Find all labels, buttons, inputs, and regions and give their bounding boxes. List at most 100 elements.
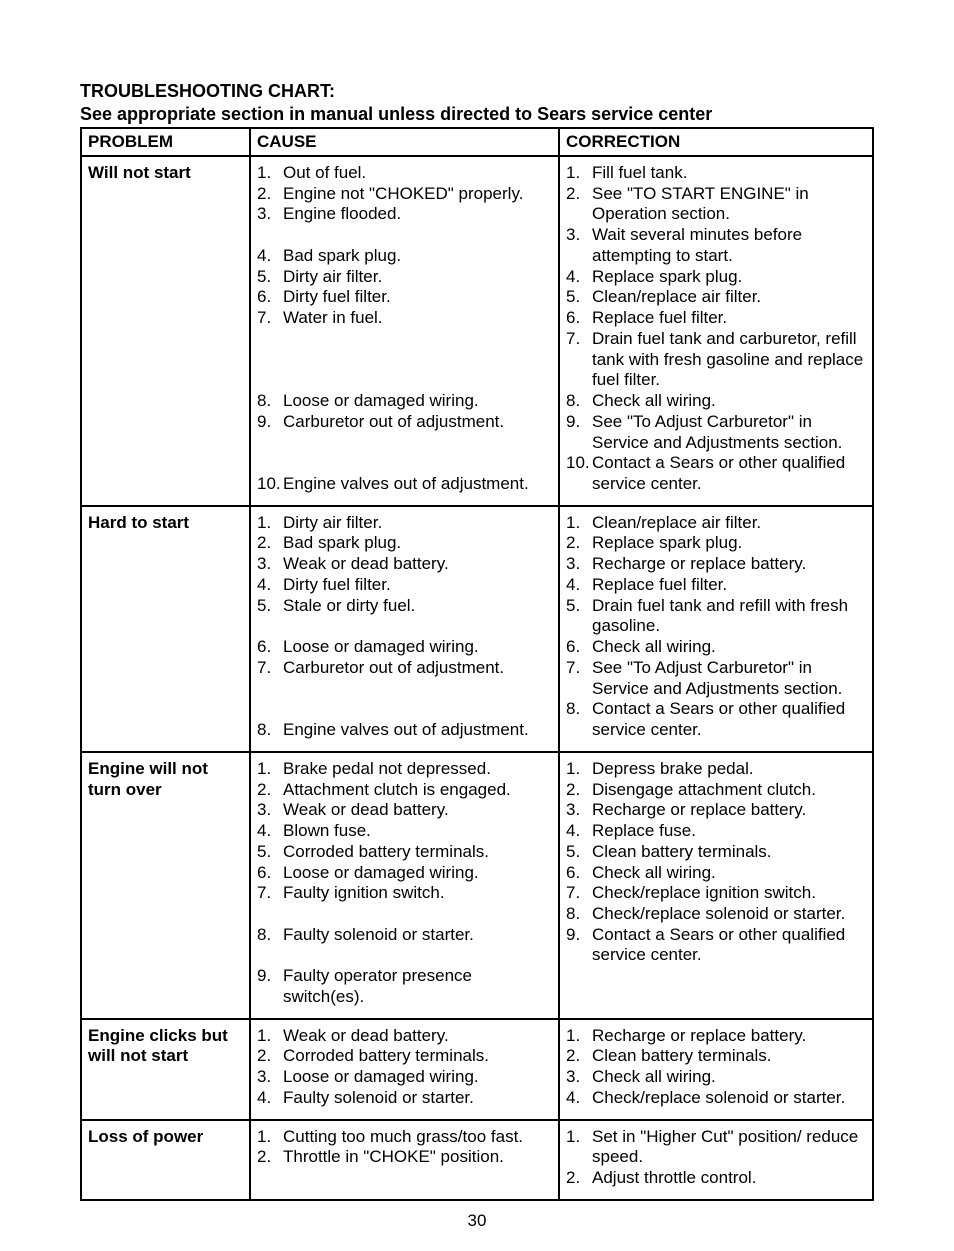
- item-number: 6.: [566, 308, 592, 329]
- list-item: 1.Set in "Higher Cut" position/ reduce s…: [566, 1127, 866, 1168]
- header-problem: PROBLEM: [81, 128, 250, 156]
- item-number: 6.: [566, 637, 592, 658]
- item-number: 9.: [257, 966, 283, 987]
- item-text: Clean battery terminals.: [592, 1046, 866, 1067]
- list-item: 8.Contact a Sears or other qualified ser…: [566, 699, 866, 740]
- item-number: 1.: [257, 163, 283, 184]
- item-text: Corroded battery terminals.: [283, 842, 552, 863]
- list-item: 2.Bad spark plug.: [257, 533, 552, 554]
- item-text: Recharge or replace battery.: [592, 554, 866, 575]
- item-text: Loose or damaged wiring.: [283, 391, 552, 412]
- item-text: Check all wiring.: [592, 391, 866, 412]
- item-text: Weak or dead battery.: [283, 800, 552, 821]
- list-item: [257, 350, 552, 371]
- item-number: 6.: [257, 863, 283, 884]
- item-number: [257, 945, 283, 966]
- list-item: 5.Clean battery terminals.: [566, 842, 866, 863]
- item-number: 1.: [566, 1026, 592, 1047]
- list-item: 5.Clean/replace air filter.: [566, 287, 866, 308]
- item-text: Blown fuse.: [283, 821, 552, 842]
- list-item: 4.Replace fuel filter.: [566, 575, 866, 596]
- problem-cell: Loss of power: [81, 1120, 250, 1200]
- item-number: 4.: [566, 267, 592, 288]
- item-text: Replace fuel filter.: [592, 575, 866, 596]
- list-item: 10.Engine valves out of adjustment.: [257, 474, 552, 495]
- item-number: 4.: [566, 1088, 592, 1109]
- item-text: Disengage attachment clutch.: [592, 780, 866, 801]
- item-text: Check all wiring.: [592, 863, 866, 884]
- item-number: 5.: [566, 287, 592, 308]
- item-number: 3.: [257, 800, 283, 821]
- item-number: 1.: [566, 163, 592, 184]
- item-text: Carburetor out of adjustment.: [283, 412, 552, 433]
- item-number: 7.: [257, 658, 283, 679]
- item-text: Clean/replace air filter.: [592, 287, 866, 308]
- list-item: 7.Faulty ignition switch.: [257, 883, 552, 904]
- item-number: 6.: [257, 637, 283, 658]
- list-item: 2.Engine not "CHOKED" properly.: [257, 184, 552, 205]
- list-item: 7.Water in fuel.: [257, 308, 552, 329]
- list-item: 4.Check/replace solenoid or starter.: [566, 1088, 866, 1109]
- item-text: Dirty air filter.: [283, 267, 552, 288]
- item-number: 6.: [566, 863, 592, 884]
- list-item: 8.Loose or damaged wiring.: [257, 391, 552, 412]
- list-item: 7.Check/replace ignition switch.: [566, 883, 866, 904]
- list-item: 7.See "To Adjust Carburetor" in Service …: [566, 658, 866, 699]
- item-text: Corroded battery terminals.: [283, 1046, 552, 1067]
- item-text: Clean/replace air filter.: [592, 513, 866, 534]
- list-item: 2.Throttle in "CHOKE" position.: [257, 1147, 552, 1168]
- item-number: 2.: [257, 184, 283, 205]
- item-number: 4.: [257, 1088, 283, 1109]
- item-number: [257, 616, 283, 637]
- list-item: 3.Recharge or replace battery.: [566, 800, 866, 821]
- list-item: 1.Recharge or replace battery.: [566, 1026, 866, 1047]
- list-item: 6.Loose or damaged wiring.: [257, 863, 552, 884]
- item-text: Faulty ignition switch.: [283, 883, 552, 904]
- header-correction: CORRECTION: [559, 128, 873, 156]
- item-number: 8.: [566, 699, 592, 720]
- item-number: 7.: [257, 883, 283, 904]
- list-item: 1.Fill fuel tank.: [566, 163, 866, 184]
- item-number: 2.: [566, 533, 592, 554]
- item-number: 9.: [257, 412, 283, 433]
- numbered-list: 1.Brake pedal not depressed.2.Attachment…: [257, 759, 552, 1008]
- item-text: Out of fuel.: [283, 163, 552, 184]
- item-text: Water in fuel.: [283, 308, 552, 329]
- list-item: 6.Check all wiring.: [566, 637, 866, 658]
- item-number: 1.: [257, 1127, 283, 1148]
- list-item: 2.Corroded battery terminals.: [257, 1046, 552, 1067]
- item-text: Drain fuel tank and carburetor, refill t…: [592, 329, 866, 391]
- list-item: 2.Disengage attachment clutch.: [566, 780, 866, 801]
- item-text: Replace fuse.: [592, 821, 866, 842]
- item-number: 2.: [257, 533, 283, 554]
- problem-cell: Engine clicks but will not start: [81, 1019, 250, 1120]
- item-number: 1.: [257, 1026, 283, 1047]
- item-number: [257, 699, 283, 720]
- item-text: Fill fuel tank.: [592, 163, 866, 184]
- item-text: Check/replace solenoid or starter.: [592, 1088, 866, 1109]
- item-text: See "TO START ENGINE" in Operation secti…: [592, 184, 866, 225]
- item-number: 2.: [257, 780, 283, 801]
- numbered-list: 1.Depress brake pedal.2.Disengage attach…: [566, 759, 866, 966]
- item-number: 5.: [257, 596, 283, 617]
- list-item: [257, 616, 552, 637]
- problem-cell: Hard to start: [81, 506, 250, 752]
- list-item: 8.Check/replace solenoid or starter.: [566, 904, 866, 925]
- item-number: 7.: [257, 308, 283, 329]
- cause-cell: 1.Dirty air filter.2.Bad spark plug.3.We…: [250, 506, 559, 752]
- list-item: [257, 904, 552, 925]
- numbered-list: 1.Fill fuel tank.2.See "TO START ENGINE"…: [566, 163, 866, 495]
- cause-cell: 1.Weak or dead battery.2.Corroded batter…: [250, 1019, 559, 1120]
- item-number: 8.: [566, 391, 592, 412]
- item-number: [257, 904, 283, 925]
- item-text: Engine valves out of adjustment.: [283, 474, 552, 495]
- header-cause: CAUSE: [250, 128, 559, 156]
- correction-cell: 1.Recharge or replace battery.2.Clean ba…: [559, 1019, 873, 1120]
- item-number: 3.: [566, 800, 592, 821]
- list-item: 1.Depress brake pedal.: [566, 759, 866, 780]
- item-number: 2.: [566, 184, 592, 205]
- title-line-1: TROUBLESHOOTING CHART:: [80, 80, 874, 103]
- list-item: 2.See "TO START ENGINE" in Operation sec…: [566, 184, 866, 225]
- item-number: 3.: [257, 1067, 283, 1088]
- correction-cell: 1.Set in "Higher Cut" position/ reduce s…: [559, 1120, 873, 1200]
